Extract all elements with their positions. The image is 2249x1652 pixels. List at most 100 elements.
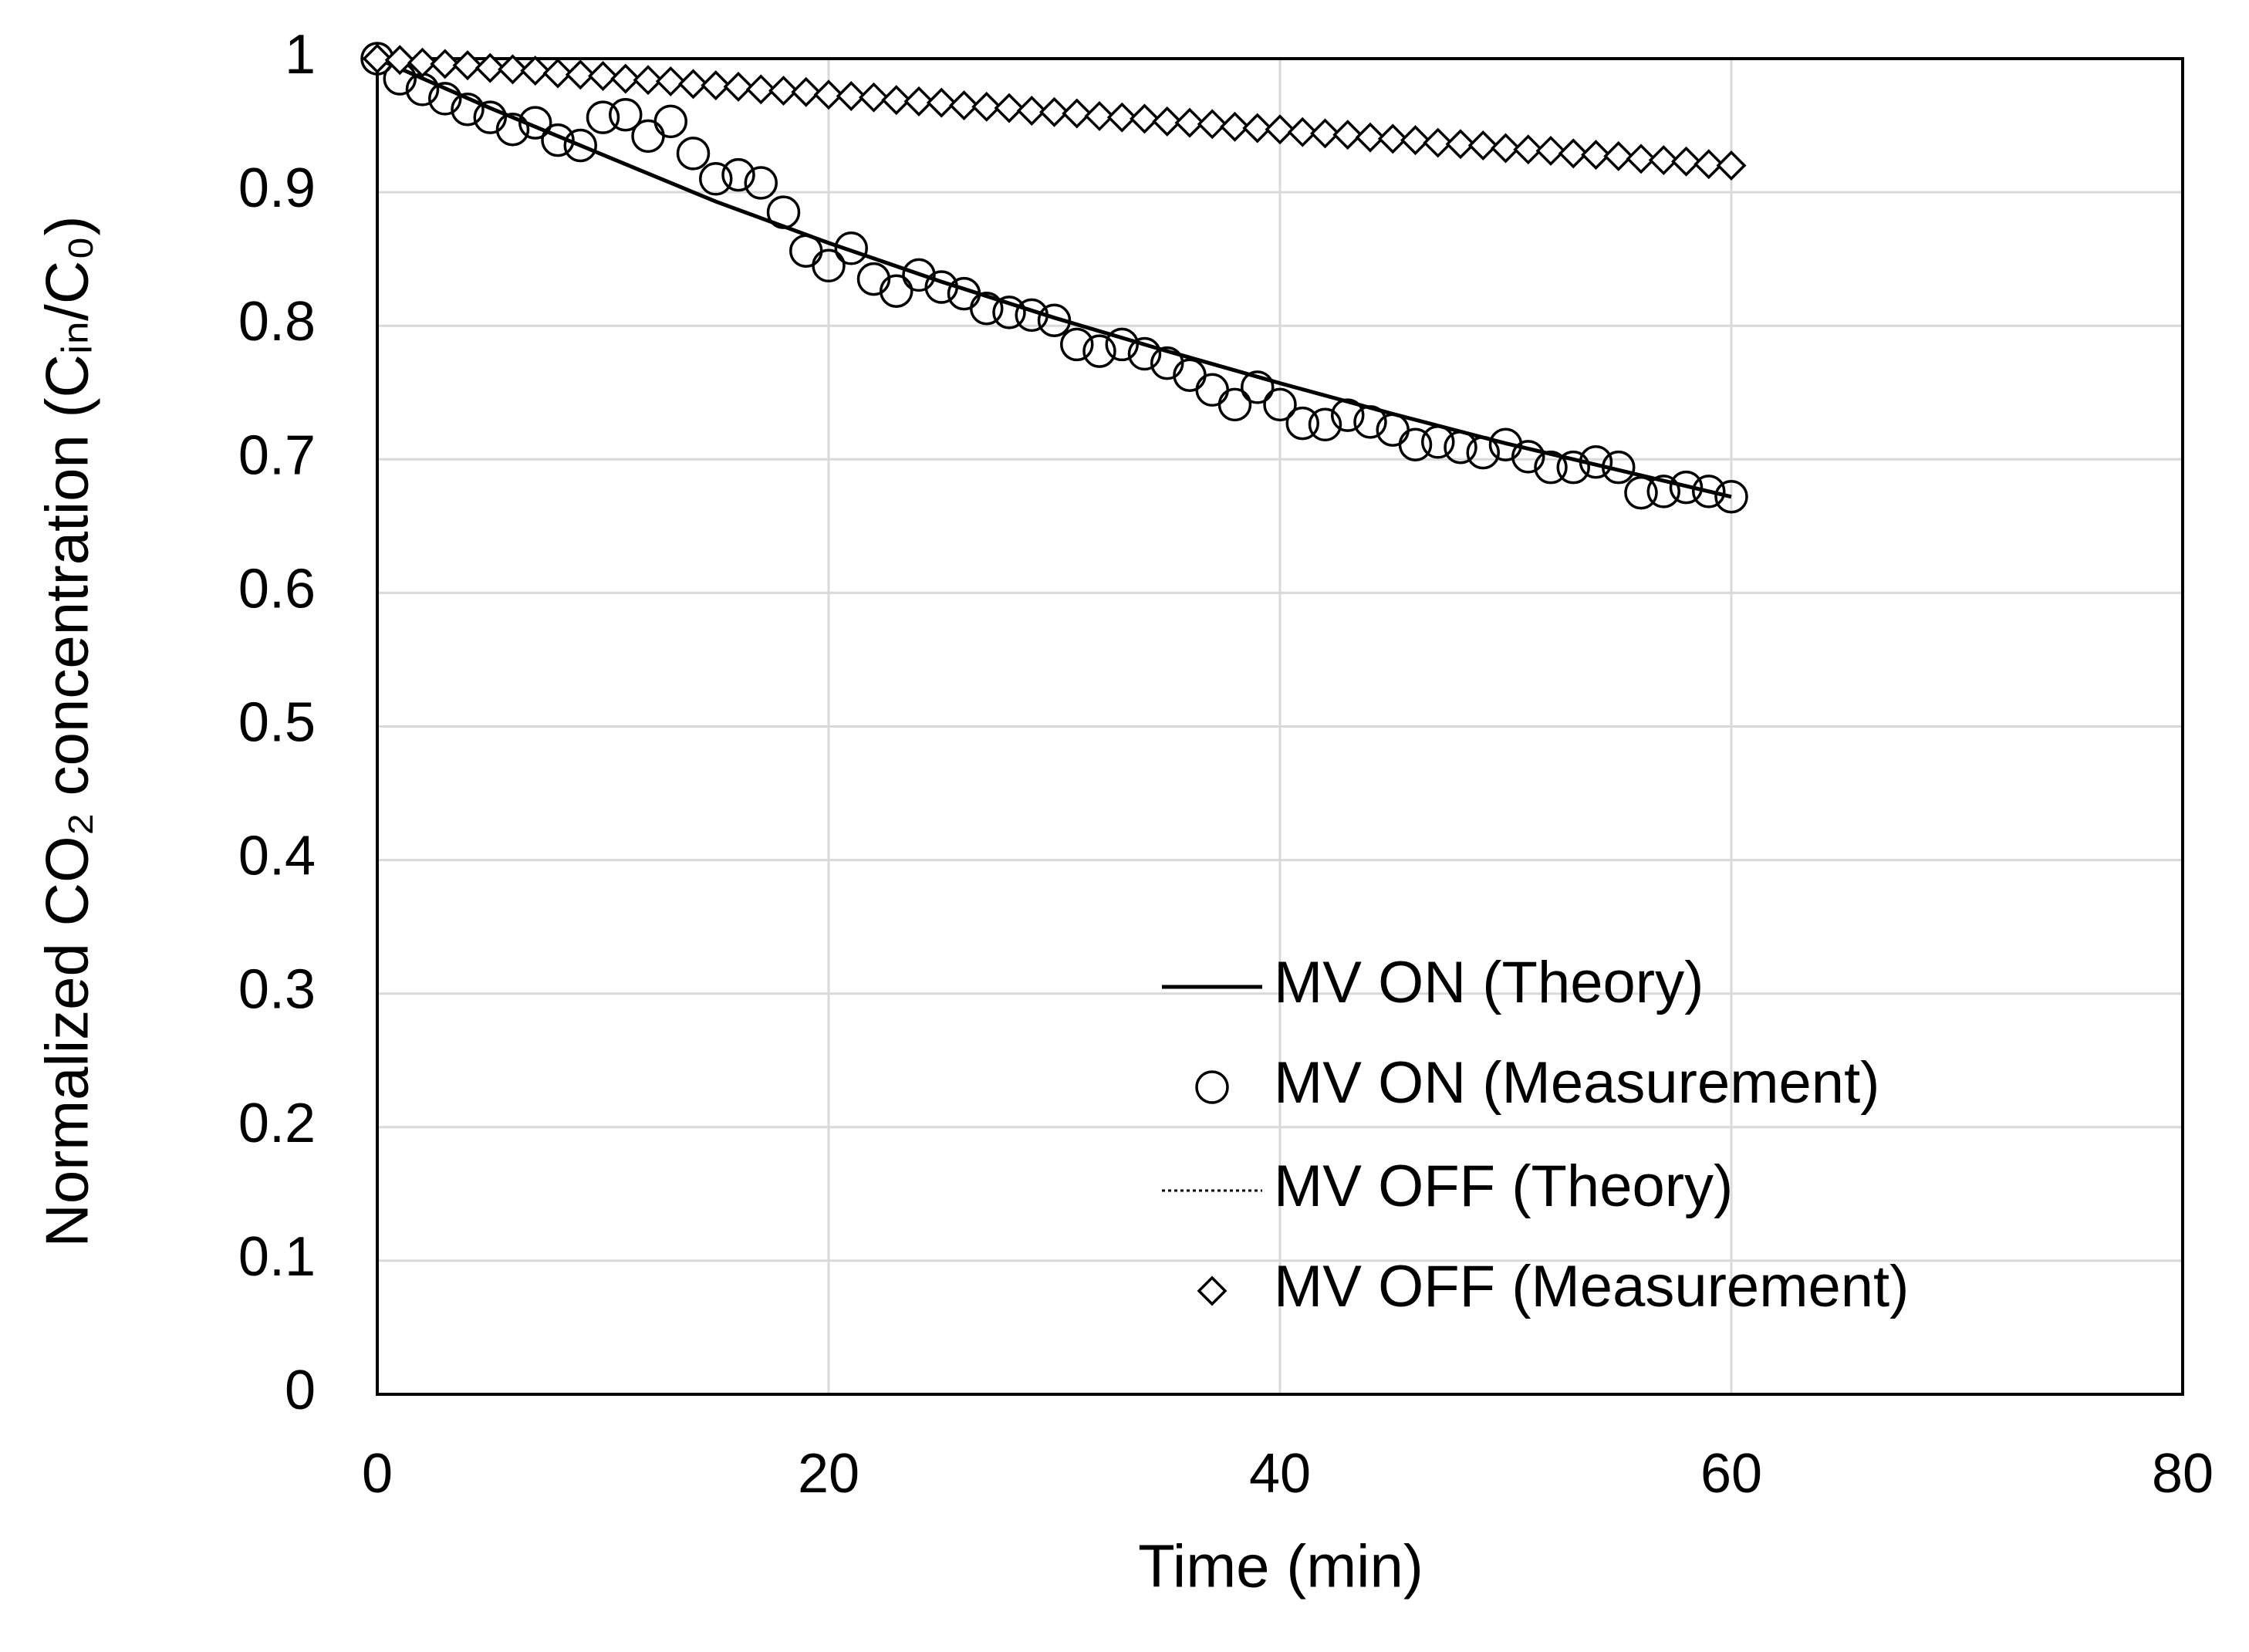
data-point bbox=[1445, 129, 1476, 160]
data-point bbox=[1285, 406, 1319, 441]
data-point bbox=[362, 43, 393, 74]
legend-symbol bbox=[1197, 1275, 1227, 1306]
data-point bbox=[1603, 140, 1634, 171]
data-point bbox=[1152, 106, 1183, 137]
y-tick-label: 0.2 bbox=[238, 1093, 316, 1154]
data-point bbox=[1173, 358, 1207, 392]
legend-label: MV OFF (Measurement) bbox=[1274, 1254, 1909, 1319]
data-point bbox=[791, 76, 822, 107]
data-point bbox=[834, 231, 868, 265]
data-point bbox=[1692, 475, 1726, 508]
data-point bbox=[1400, 125, 1430, 156]
data-point bbox=[856, 262, 891, 296]
x-tick-label: 80 bbox=[2152, 1443, 2214, 1505]
data-point bbox=[541, 123, 575, 157]
data-point bbox=[1669, 470, 1704, 505]
data-point bbox=[1671, 146, 1701, 177]
data-point bbox=[633, 65, 664, 96]
data-point bbox=[812, 248, 846, 283]
data-point bbox=[588, 61, 618, 91]
data-point bbox=[407, 47, 437, 78]
data-point bbox=[768, 76, 799, 106]
data-point bbox=[655, 66, 686, 96]
data-point bbox=[452, 50, 483, 81]
data-point bbox=[1037, 303, 1072, 338]
y-tick-label: 0.5 bbox=[238, 692, 316, 754]
data-point bbox=[1646, 475, 1680, 508]
data-point bbox=[1197, 109, 1227, 140]
data-point bbox=[992, 296, 1026, 329]
data-point bbox=[678, 69, 708, 100]
data-point bbox=[836, 80, 866, 111]
data-point bbox=[1263, 387, 1297, 422]
data-point bbox=[1421, 425, 1455, 459]
data-point bbox=[701, 70, 731, 101]
data-point bbox=[428, 82, 462, 116]
data-point bbox=[881, 85, 912, 116]
data-point bbox=[880, 274, 913, 308]
y-tick-label: 1 bbox=[285, 24, 316, 86]
data-point bbox=[1444, 430, 1477, 465]
legend-label: MV ON (Measurement) bbox=[1274, 1050, 1880, 1116]
data-point bbox=[563, 128, 597, 163]
data-point bbox=[744, 166, 778, 200]
data-point bbox=[1716, 150, 1747, 181]
data-point bbox=[1332, 120, 1363, 150]
data-point bbox=[926, 87, 957, 118]
data-point bbox=[1556, 450, 1590, 485]
y-tick-label: 0.7 bbox=[238, 424, 316, 486]
data-point bbox=[1015, 298, 1049, 333]
data-point bbox=[1579, 445, 1613, 479]
data-point bbox=[745, 74, 776, 105]
data-point bbox=[1062, 98, 1092, 129]
data-point bbox=[609, 97, 643, 132]
data-point bbox=[1241, 370, 1275, 404]
data-point bbox=[1310, 118, 1340, 149]
y-tick-label: 0.6 bbox=[238, 558, 316, 620]
y-tick-label: 0.1 bbox=[238, 1226, 316, 1288]
x-tick-label: 40 bbox=[1249, 1443, 1311, 1505]
data-point bbox=[789, 234, 823, 269]
x-tick-label: 0 bbox=[362, 1443, 393, 1505]
data-point bbox=[1694, 149, 1724, 180]
data-point bbox=[994, 93, 1025, 123]
data-point bbox=[451, 93, 485, 127]
data-point bbox=[1624, 475, 1658, 510]
data-point bbox=[1467, 130, 1498, 160]
data-point bbox=[813, 79, 844, 110]
data-point bbox=[1602, 450, 1636, 485]
data-point bbox=[430, 49, 461, 79]
data-point bbox=[518, 106, 552, 140]
y-tick-label: 0.8 bbox=[238, 291, 316, 353]
data-point bbox=[1265, 114, 1295, 145]
data-point bbox=[474, 52, 505, 83]
data-point bbox=[971, 91, 1002, 122]
data-point bbox=[1150, 346, 1184, 380]
data-point bbox=[1511, 440, 1545, 474]
data-point bbox=[542, 58, 573, 89]
data-point bbox=[766, 195, 801, 229]
data-point bbox=[1648, 145, 1679, 176]
y-tick-label: 0.4 bbox=[238, 826, 316, 887]
data-point bbox=[1398, 427, 1433, 462]
y-axis-title: Normalized CO₂ concentration (Cᵢₙ/C₀) bbox=[33, 215, 101, 1247]
data-point bbox=[1082, 334, 1116, 368]
data-point bbox=[1308, 407, 1342, 442]
data-point bbox=[384, 45, 415, 76]
data-point bbox=[1220, 111, 1250, 142]
legend-label: MV ON (Theory) bbox=[1274, 950, 1704, 1015]
data-point bbox=[1195, 373, 1229, 407]
series-line bbox=[376, 56, 1732, 499]
data-point bbox=[859, 82, 889, 113]
data-point bbox=[1491, 133, 1521, 164]
data-point bbox=[1377, 123, 1408, 154]
data-point bbox=[520, 56, 551, 86]
data-point bbox=[1105, 327, 1139, 362]
data-point bbox=[1331, 398, 1365, 432]
data-point bbox=[565, 59, 596, 90]
data-point bbox=[970, 291, 1004, 326]
data-point bbox=[610, 63, 641, 94]
data-point bbox=[1174, 107, 1205, 138]
data-point bbox=[1558, 138, 1589, 169]
